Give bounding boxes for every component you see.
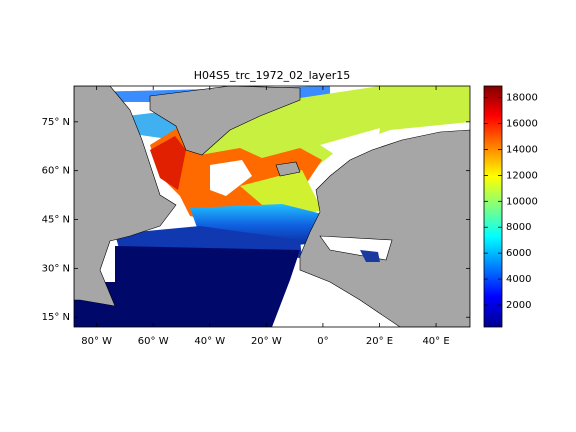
colorbar xyxy=(483,85,503,328)
y-tick-label: 75° N xyxy=(42,117,70,128)
map-axes: 80° W 60° W 40° W 20° W 0° 20° E 40° E 15° N 30°… xyxy=(42,86,470,347)
colorbar-tick-label: 4000 xyxy=(506,274,531,285)
map-field xyxy=(74,86,470,327)
field-gap xyxy=(210,160,252,196)
land-iceland xyxy=(275,161,301,177)
x-tick-label: 60° W xyxy=(138,336,169,347)
sea-ice xyxy=(320,128,380,158)
colorbar-tick-label: 10000 xyxy=(506,196,538,207)
colorbar-tick-label: 16000 xyxy=(506,119,538,130)
land-north-america xyxy=(74,86,177,307)
x-tick-label: 80° W xyxy=(81,336,112,347)
y-tick-label: 45° N xyxy=(42,215,70,226)
y-tick-label: 60° N xyxy=(42,166,70,177)
field-caribbean xyxy=(80,300,115,327)
colorbar-tick-label: 12000 xyxy=(506,170,538,181)
x-tick-label: 0° xyxy=(317,336,328,347)
y-tick-label: 15° N xyxy=(42,312,70,323)
x-tick-label: 40° W xyxy=(194,336,225,347)
colorbar-axis: 2000 4000 6000 8000 10000 12000 14000 16000 1800… xyxy=(484,93,538,311)
map-title: H04S5_trc_1972_02_layer15 xyxy=(194,69,350,82)
field-mediterranean xyxy=(360,250,380,262)
land-europe-africa xyxy=(299,129,470,327)
land-greenland xyxy=(149,86,301,156)
map-frame xyxy=(73,85,471,328)
colorbar-tick-label: 6000 xyxy=(506,248,531,259)
y-tick-label: 30° N xyxy=(42,263,70,274)
x-tick-label: 40° E xyxy=(422,336,449,347)
colorbar-tick-label: 18000 xyxy=(506,93,538,104)
colorbar-tick-label: 8000 xyxy=(506,222,531,233)
x-tick-label: 20° E xyxy=(366,336,393,347)
field-deep xyxy=(74,246,300,327)
field-red xyxy=(150,136,186,190)
colorbar-tick-label: 14000 xyxy=(506,144,538,155)
colorbar-tick-label: 2000 xyxy=(506,300,531,311)
x-tick-label: 20° W xyxy=(251,336,282,347)
